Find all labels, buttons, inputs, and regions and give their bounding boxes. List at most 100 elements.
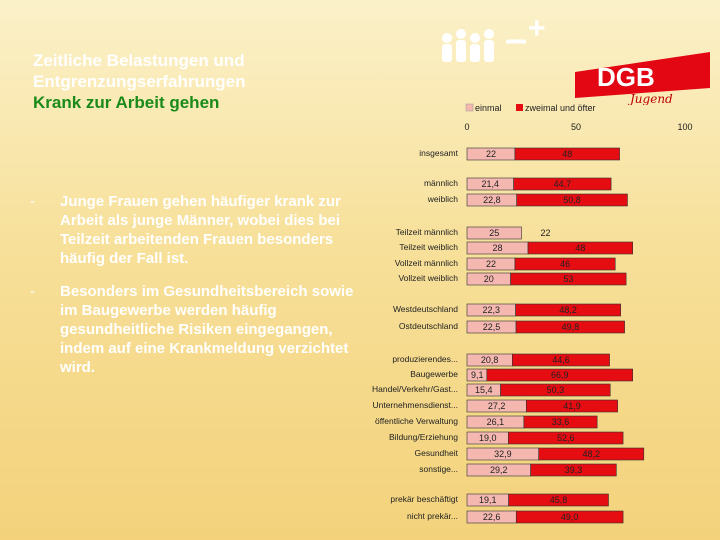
data-label-zweimal: 53 bbox=[563, 274, 573, 284]
category-label: öffentliche Verwaltung bbox=[375, 416, 458, 426]
category-label: Westdeutschland bbox=[393, 304, 458, 314]
data-label-zweimal: 44,7 bbox=[554, 179, 572, 189]
category-label: Unternehmensdienst... bbox=[372, 400, 458, 410]
category-label: insgesamt bbox=[419, 148, 458, 158]
legend-label-einmal: einmal bbox=[475, 103, 502, 113]
bullet-text: Junge Frauen gehen häufiger krank zur Ar… bbox=[60, 193, 341, 267]
category-label: Ostdeutschland bbox=[399, 321, 458, 331]
bullet-item: - Besonders im Gesundheitsbereich sowie … bbox=[30, 282, 360, 377]
legend-label-zweimal: zweimal und öfter bbox=[525, 103, 596, 113]
x-tick-label: 0 bbox=[464, 122, 469, 132]
data-label-zweimal: 48,2 bbox=[559, 305, 577, 315]
brand-name: DGB bbox=[597, 62, 655, 92]
data-label-zweimal: 48 bbox=[575, 243, 585, 253]
data-label-einmal: 22,5 bbox=[483, 322, 501, 332]
bar-zweimal bbox=[523, 415, 598, 429]
bar-zweimal bbox=[525, 399, 618, 413]
bar-zweimal bbox=[516, 193, 628, 207]
title-line-1: Zeitliche Belastungen und bbox=[33, 51, 245, 70]
brand-subtitle: Jugend bbox=[627, 92, 673, 105]
category-label: sonstige... bbox=[419, 464, 458, 474]
bar-einmal bbox=[466, 226, 522, 240]
people-group-icon bbox=[442, 29, 494, 62]
category-label: Teilzeit weiblich bbox=[399, 242, 458, 252]
bullet-dash: - bbox=[30, 283, 35, 300]
minus-icon: – bbox=[505, 17, 527, 61]
category-label: Teilzeit männlich bbox=[396, 227, 459, 237]
data-label-einmal: 27,2 bbox=[488, 401, 506, 411]
bar-zweimal bbox=[527, 241, 633, 255]
legend-swatch-einmal bbox=[465, 103, 474, 112]
data-label-zweimal: 41,9 bbox=[563, 401, 581, 411]
category-label: männlich bbox=[424, 178, 458, 188]
category-label: nicht prekär... bbox=[407, 511, 458, 521]
bar-zweimal bbox=[508, 431, 624, 445]
data-label-einmal: 22,6 bbox=[483, 512, 501, 522]
data-label-einmal: 20,8 bbox=[481, 355, 499, 365]
bullet-text: Besonders im Gesundheitsbereich sowie im… bbox=[60, 283, 354, 376]
data-label-zweimal: 44,6 bbox=[552, 355, 570, 365]
data-label-einmal: 19,1 bbox=[479, 495, 497, 505]
data-label-zweimal: 22 bbox=[540, 228, 550, 238]
category-label: Bildung/Erziehung bbox=[389, 432, 458, 442]
data-label-einmal: 20 bbox=[484, 274, 494, 284]
category-label: Gesundheit bbox=[415, 448, 459, 458]
data-label-einmal: 25 bbox=[489, 228, 499, 238]
data-label-einmal: 29,2 bbox=[490, 465, 508, 475]
bar-zweimal bbox=[514, 147, 620, 161]
category-label: Handel/Verkehr/Gast... bbox=[372, 384, 458, 394]
data-label-zweimal: 66,9 bbox=[551, 370, 569, 380]
bar-zweimal bbox=[514, 257, 616, 271]
data-label-einmal: 28 bbox=[493, 243, 503, 253]
plus-icon: + bbox=[528, 12, 546, 45]
data-label-zweimal: 33,6 bbox=[552, 417, 570, 427]
category-label: prekär beschäftigt bbox=[390, 494, 458, 504]
category-label: Vollzeit männlich bbox=[395, 258, 459, 268]
category-label: produzierendes... bbox=[392, 354, 458, 364]
data-label-einmal: 22,3 bbox=[483, 305, 501, 315]
bullet-dash: - bbox=[30, 193, 35, 210]
data-label-einmal: 21,4 bbox=[482, 179, 500, 189]
bar-zweimal bbox=[530, 463, 617, 477]
category-label: Baugewerbe bbox=[410, 369, 458, 379]
x-tick-label: 100 bbox=[677, 122, 692, 132]
data-label-einmal: 19,0 bbox=[479, 433, 497, 443]
data-label-einmal: 22,8 bbox=[483, 195, 501, 205]
dgb-jugend-logo: – + DGB Jugend bbox=[442, 12, 710, 105]
data-label-zweimal: 39,3 bbox=[565, 465, 583, 475]
bullet-item: - Junge Frauen gehen häufiger krank zur … bbox=[30, 192, 360, 268]
data-label-einmal: 26,1 bbox=[487, 417, 505, 427]
data-label-zweimal: 52,6 bbox=[557, 433, 575, 443]
bar-zweimal bbox=[515, 303, 621, 317]
bar-zweimal bbox=[508, 493, 609, 507]
bar-zweimal bbox=[500, 383, 611, 397]
data-label-einmal: 15,4 bbox=[475, 385, 493, 395]
bar-zweimal bbox=[486, 368, 633, 382]
data-label-zweimal: 50,3 bbox=[547, 385, 565, 395]
bar-zweimal bbox=[515, 320, 625, 334]
bar-zweimal bbox=[512, 353, 610, 367]
slide-title: Zeitliche Belastungen und Entgrenzungser… bbox=[33, 50, 246, 113]
data-label-zweimal: 48,2 bbox=[582, 449, 600, 459]
bullet-list: - Junge Frauen gehen häufiger krank zur … bbox=[30, 192, 360, 391]
data-label-zweimal: 46 bbox=[560, 259, 570, 269]
bar-zweimal bbox=[510, 272, 627, 286]
title-line-3: Krank zur Arbeit gehen bbox=[33, 93, 220, 112]
title-line-2: Entgrenzungserfahrungen bbox=[33, 72, 246, 91]
data-label-zweimal: 49,0 bbox=[561, 512, 579, 522]
data-label-einmal: 22 bbox=[486, 259, 496, 269]
x-tick-label: 50 bbox=[571, 122, 581, 132]
data-label-zweimal: 50,8 bbox=[563, 195, 581, 205]
bar-zweimal bbox=[513, 177, 612, 191]
data-label-einmal: 9,1 bbox=[471, 370, 484, 380]
data-label-zweimal: 45,8 bbox=[550, 495, 568, 505]
data-label-einmal: 32,9 bbox=[494, 449, 512, 459]
category-label: weiblich bbox=[427, 194, 459, 204]
bar-zweimal bbox=[515, 510, 624, 524]
category-label: Vollzeit weiblich bbox=[398, 273, 458, 283]
bar-zweimal bbox=[538, 447, 645, 461]
data-label-zweimal: 48 bbox=[562, 149, 572, 159]
data-label-zweimal: 49,8 bbox=[562, 322, 580, 332]
red-banner-shape bbox=[575, 52, 710, 98]
